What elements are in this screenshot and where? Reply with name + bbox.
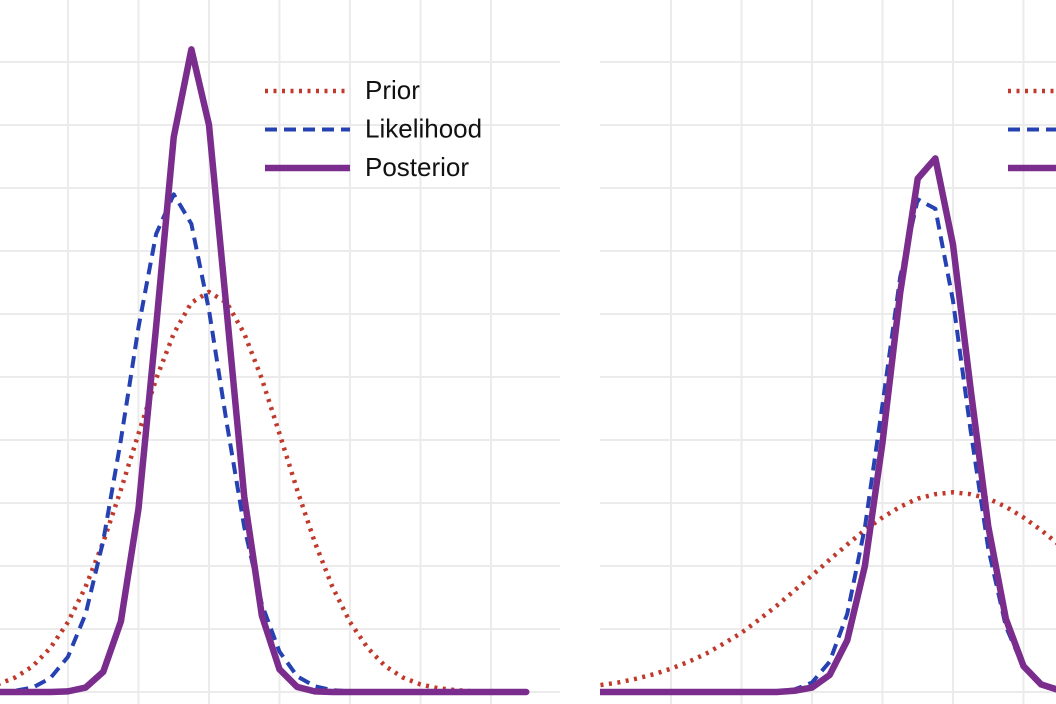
legend-label: Likelihood	[365, 113, 482, 143]
legend-label: Prior	[365, 75, 420, 105]
series-line	[600, 490, 1056, 688]
series-line	[600, 155, 1056, 696]
series-line	[0, 46, 530, 696]
panel: Prior Likelihood Posterior	[0, 0, 560, 704]
legend-label: Posterior	[365, 152, 469, 182]
panel	[600, 0, 1056, 704]
